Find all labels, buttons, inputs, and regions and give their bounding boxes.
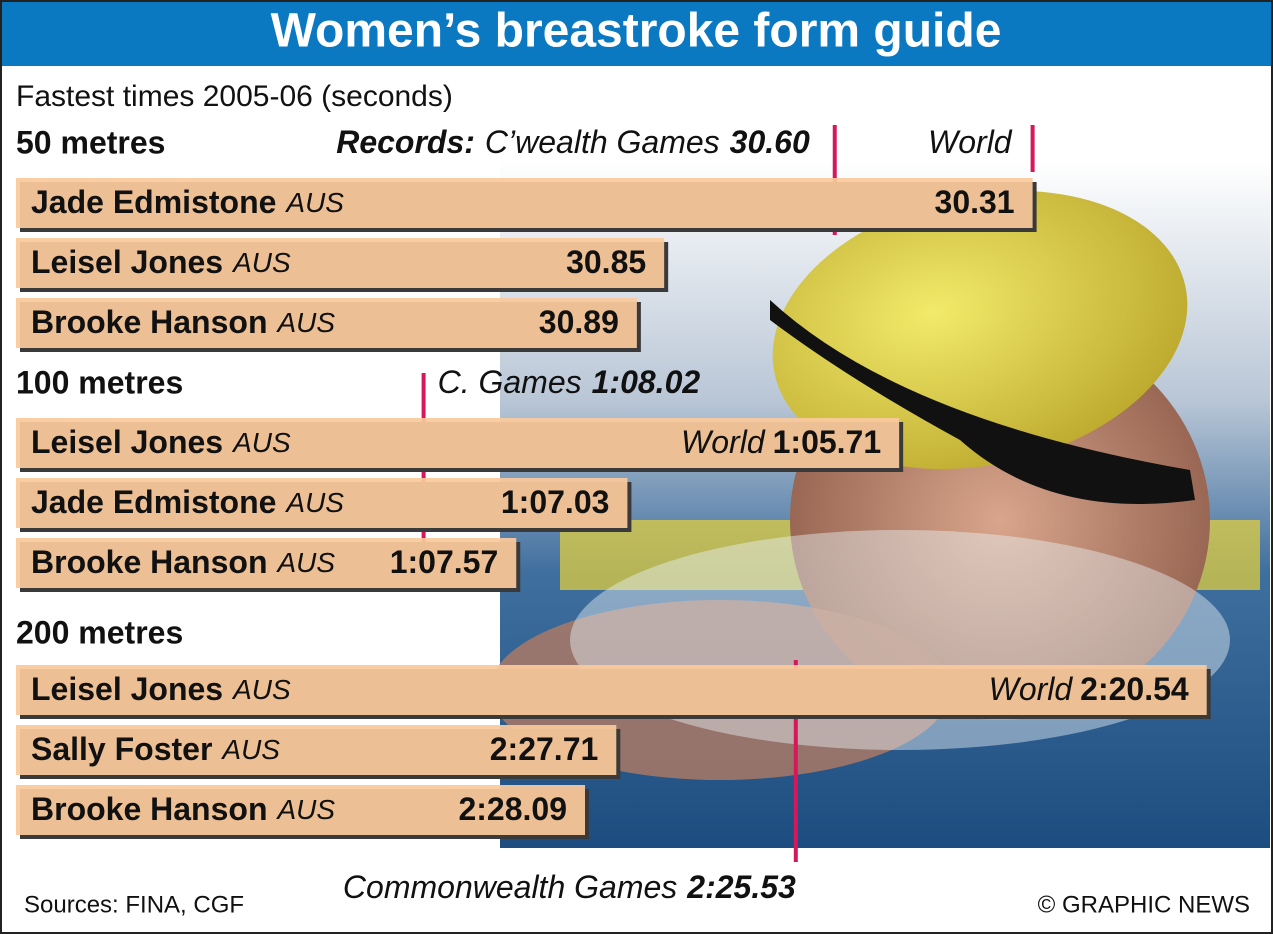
value: 1:05.71 xyxy=(773,424,882,460)
record-value: 1:08.02 xyxy=(592,364,701,400)
bar xyxy=(16,785,586,835)
bar xyxy=(16,725,617,775)
swimmer-name: Brooke Hanson xyxy=(31,544,267,580)
record-name: C’wealth Games xyxy=(485,124,720,160)
records-title: Records: xyxy=(336,124,475,160)
value-label: 1:07.57 xyxy=(390,544,499,580)
bar-label: Leisel Jones AUS xyxy=(31,671,291,707)
record-label: Records: C’wealth Games 30.60 xyxy=(336,124,810,160)
bar-label: Leisel Jones AUS xyxy=(31,424,291,460)
panel-title: 50 metres xyxy=(16,124,165,160)
value-label: World 1:05.71 xyxy=(681,424,881,460)
photo-cap xyxy=(772,190,1188,470)
bar xyxy=(16,665,1207,715)
value-prefix: World xyxy=(681,424,766,460)
bar-label: Sally Foster AUS xyxy=(31,731,280,767)
title: Women’s breastroke form guide xyxy=(271,5,1002,58)
title-bar xyxy=(2,2,1271,66)
value: 30.89 xyxy=(539,304,619,340)
value: 1:07.03 xyxy=(501,484,610,520)
bar xyxy=(16,298,637,348)
record-value: 30.60 xyxy=(730,124,810,160)
photo-goggles xyxy=(770,300,1195,504)
credit: © GRAPHIC NEWS xyxy=(1038,891,1250,918)
record-name: Commonwealth Games xyxy=(343,869,677,905)
country: AUS xyxy=(231,247,291,278)
bar-label: Brooke Hanson AUS xyxy=(31,304,335,340)
country: AUS xyxy=(275,307,335,338)
country: AUS xyxy=(284,487,344,518)
swimmer-name: Leisel Jones xyxy=(31,424,223,460)
country: AUS xyxy=(275,794,335,825)
swimmer-name: Jade Edmistone xyxy=(31,484,276,520)
country: AUS xyxy=(284,187,344,218)
value-label: 30.89 xyxy=(539,304,619,340)
record-name: World xyxy=(928,124,1013,160)
value: 30.31 xyxy=(935,184,1015,220)
value: 2:27.71 xyxy=(490,731,599,767)
country: AUS xyxy=(220,734,280,765)
value-label: World 2:20.54 xyxy=(989,671,1189,707)
value-label: 2:27.71 xyxy=(490,731,599,767)
swimmer-name: Jade Edmistone xyxy=(31,184,276,220)
bar xyxy=(16,238,665,288)
bar xyxy=(16,418,900,468)
country: AUS xyxy=(275,547,335,578)
bar xyxy=(16,478,628,528)
subtitle: Fastest times 2005-06 (seconds) xyxy=(16,80,453,113)
value: 2:28.09 xyxy=(458,791,567,827)
swimmer-name: Sally Foster xyxy=(31,731,212,767)
bar xyxy=(16,178,1033,228)
value-label: 2:28.09 xyxy=(458,791,567,827)
record-label: World xyxy=(928,124,1013,160)
record-value: 2:25.53 xyxy=(686,869,796,905)
panel-title: 200 metres xyxy=(16,614,183,650)
country: AUS xyxy=(231,674,291,705)
swimmer-name: Leisel Jones xyxy=(31,244,223,280)
bar-label: Jade Edmistone AUS xyxy=(31,184,344,220)
swimmer-name: Brooke Hanson xyxy=(31,791,267,827)
bar-label: Jade Edmistone AUS xyxy=(31,484,344,520)
country: AUS xyxy=(231,427,291,458)
value-label: 1:07.03 xyxy=(501,484,610,520)
record-name: C. Games xyxy=(438,364,582,400)
value-label: 30.85 xyxy=(566,244,646,280)
source: Sources: FINA, CGF xyxy=(24,891,244,918)
swimmer-name: Leisel Jones xyxy=(31,671,223,707)
value: 30.85 xyxy=(566,244,646,280)
panel-title: 100 metres xyxy=(16,364,183,400)
value-prefix: World xyxy=(989,671,1074,707)
value: 1:07.57 xyxy=(390,544,499,580)
swimmer-name: Brooke Hanson xyxy=(31,304,267,340)
bar xyxy=(16,538,517,588)
bar-label: Leisel Jones AUS xyxy=(31,244,291,280)
bar-label: Brooke Hanson AUS xyxy=(31,544,335,580)
value: 2:20.54 xyxy=(1080,671,1189,707)
bar-label: Brooke Hanson AUS xyxy=(31,791,335,827)
record-label: C. Games 1:08.02 xyxy=(438,364,701,400)
record-label: Commonwealth Games 2:25.53 xyxy=(343,869,796,905)
value-label: 30.31 xyxy=(935,184,1015,220)
